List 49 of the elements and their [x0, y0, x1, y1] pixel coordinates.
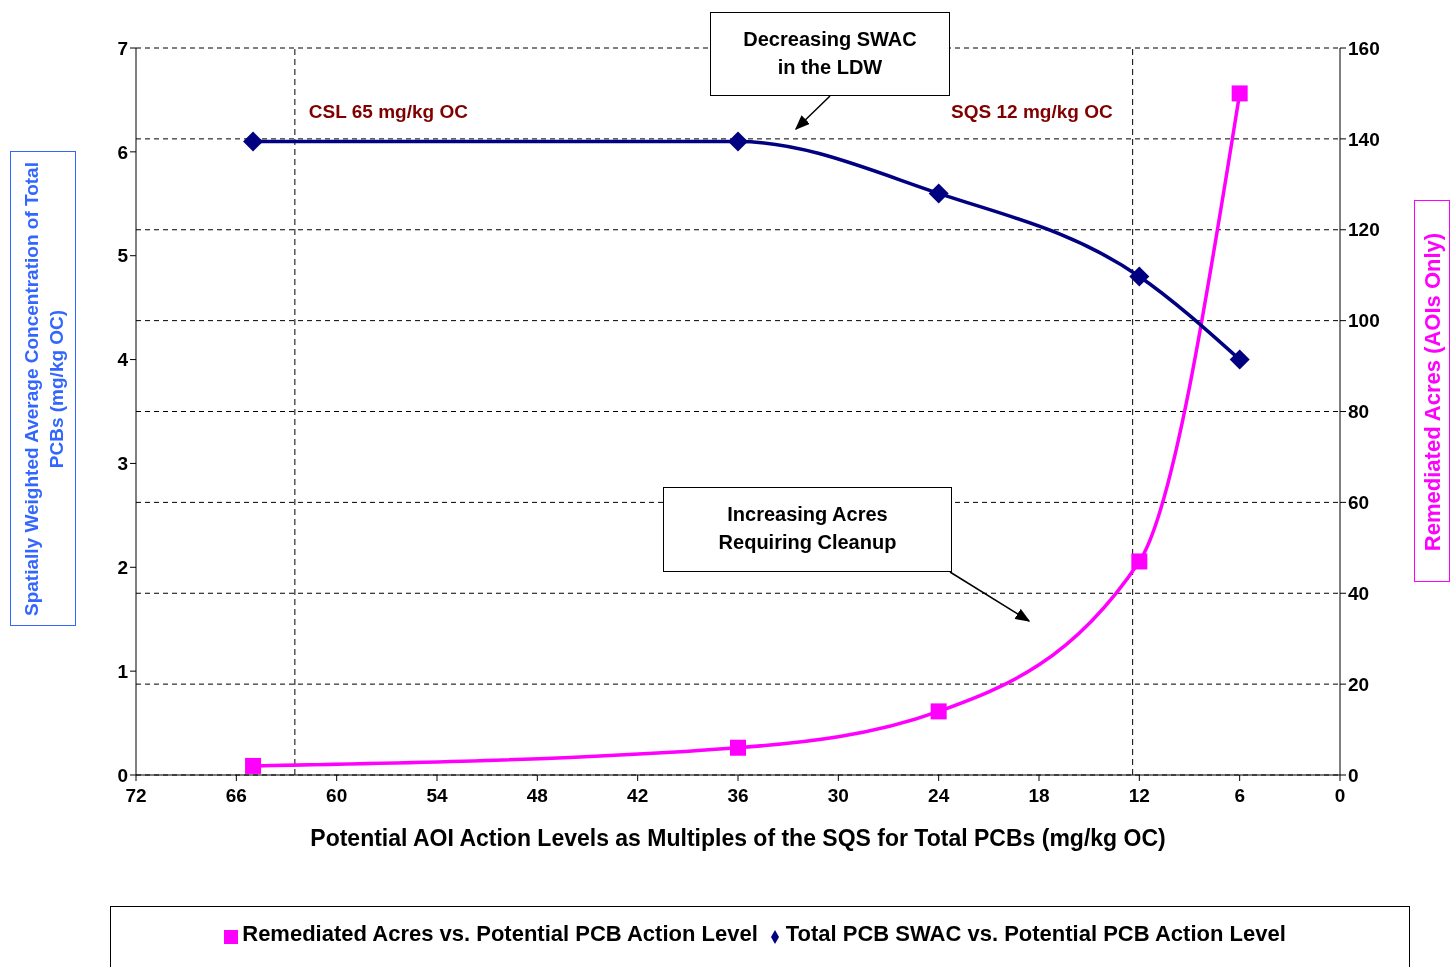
- point: [730, 739, 746, 756]
- y-tick-label: 7: [117, 37, 128, 59]
- ref-line-label: CSL 65 mg/kg OC: [308, 101, 469, 122]
- legend-label: Remediated Acres vs. Potential PCB Action Level: [242, 921, 758, 946]
- point: [1231, 85, 1248, 102]
- y2-tick-label: 160: [1348, 37, 1380, 59]
- point: [243, 131, 264, 152]
- x-tick-label: 0: [1334, 785, 1346, 807]
- y2-tick-label: 40: [1348, 582, 1370, 604]
- y2-tick-label: 100: [1348, 310, 1380, 332]
- legend-label: Total PCB SWAC vs. Potential PCB Action Level: [785, 921, 1286, 946]
- y2-tick-label: 140: [1348, 128, 1380, 150]
- x-tick-label: 54: [426, 785, 448, 807]
- point: [245, 757, 262, 774]
- y2-tick-label: 20: [1348, 673, 1370, 695]
- y2-tick-label: 60: [1348, 492, 1370, 514]
- x-tick-label: 48: [526, 785, 548, 807]
- x-axis-title: Potential AOI Action Levels as Multiples of the SQS for Total PCBs (mg/kg OC): [310, 825, 1166, 852]
- point: [1129, 266, 1150, 287]
- y-tick-label: 0: [117, 764, 128, 786]
- x-tick-label: 12: [1128, 785, 1150, 807]
- x-tick-label: 18: [1028, 785, 1050, 807]
- y2-axis-title: Remediated Acres (AOIs Only): [1420, 231, 1446, 554]
- callout-box: Decreasing SWAC in the LDW: [710, 12, 950, 96]
- x-tick-label: 42: [627, 785, 649, 807]
- point: [1229, 349, 1250, 370]
- y-tick-label: 3: [117, 453, 128, 475]
- y-tick-label: 1: [117, 660, 129, 682]
- y2-tick-label: 0: [1348, 764, 1359, 786]
- y-tick-label: 5: [117, 245, 129, 267]
- ref-line-label: SQS 12 mg/kg OC: [951, 101, 1113, 122]
- x-tick-label: 30: [827, 785, 849, 807]
- x-tick-label: 72: [125, 785, 147, 807]
- x-tick-label: 6: [1234, 785, 1245, 807]
- point: [728, 131, 748, 152]
- y2-tick-label: 80: [1348, 401, 1370, 423]
- y-tick-label: 2: [117, 557, 128, 579]
- x-tick-label: 66: [225, 785, 247, 807]
- y-tick-label: 4: [117, 349, 129, 371]
- point: [928, 183, 949, 204]
- callout-box: Increasing Acres Requiring Cleanup: [663, 487, 952, 572]
- point: [930, 703, 947, 720]
- x-tick-label: 60: [326, 785, 348, 807]
- y-axis-title: Spatially Weighted Average Concentration of Total PCBs (mg/kg OC): [20, 161, 68, 618]
- y2-tick-label: 120: [1348, 219, 1380, 241]
- point: [1131, 553, 1148, 570]
- x-tick-label: 24: [928, 785, 950, 807]
- y-tick-label: 6: [117, 141, 128, 163]
- x-tick-label: 36: [727, 785, 749, 807]
